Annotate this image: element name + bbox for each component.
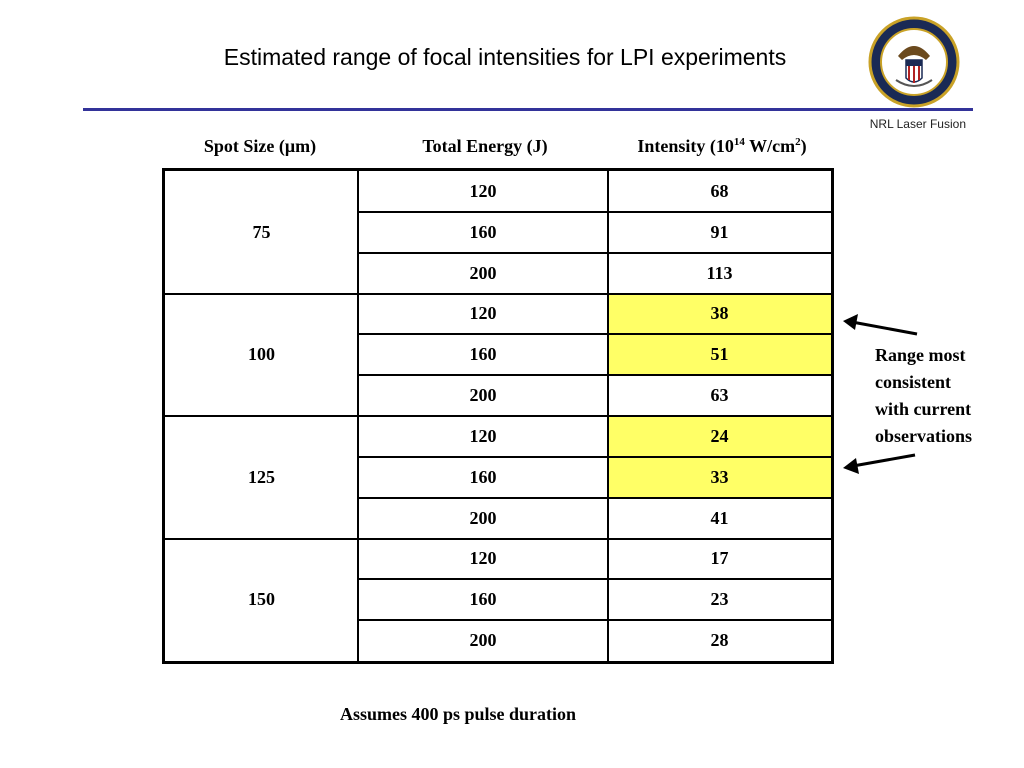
group-divider: [165, 415, 831, 417]
group-divider: [165, 292, 831, 295]
row-divider: [358, 496, 831, 499]
spot-size-cell: 75: [252, 221, 271, 242]
row-divider: [358, 578, 831, 581]
footer-note: Assumes 400 ps pulse duration: [340, 704, 577, 724]
arrow-lower-head: [843, 458, 859, 474]
annotation-note: Range most consistent with current obser…: [875, 342, 1015, 450]
intensity-cell: 23: [710, 589, 729, 610]
intensity-table: 75 120 68 160 91 200 113 100 120 38 160 51 200 63 125 1…: [162, 168, 834, 664]
row-divider: [358, 619, 831, 622]
page-title: Estimated range of focal intensities for…: [223, 44, 787, 70]
energy-cell: 120: [469, 548, 497, 569]
intensity-cell-highlighted: 33: [608, 456, 831, 498]
energy-cell: 120: [469, 303, 497, 324]
header-intensity-exponent: 14: [733, 136, 745, 148]
energy-cell: 160: [469, 589, 497, 610]
intensity-cell: 63: [710, 385, 729, 406]
naval-research-laboratory-seal-icon: [868, 16, 960, 108]
arrow-upper: [851, 320, 918, 336]
intensity-cell: 91: [710, 221, 729, 242]
intensity-cell-highlighted: 51: [608, 334, 831, 376]
energy-cell: 200: [469, 507, 497, 528]
header-intensity-suffix: ): [800, 136, 807, 156]
intensity-cell-highlighted: 24: [608, 416, 831, 457]
energy-cell: 120: [469, 425, 497, 446]
energy-cell: 160: [469, 466, 497, 487]
annotation-line: observations: [875, 426, 973, 446]
annotation-line: with current: [875, 399, 972, 419]
header-intensity-unit-exponent: 2: [795, 136, 801, 148]
row-divider: [358, 374, 831, 377]
intensity-cell: 28: [710, 630, 729, 651]
group-divider: [165, 537, 831, 540]
spot-size-cell: 125: [248, 466, 275, 487]
header-intensity-unit: W/cm: [744, 136, 796, 156]
header-spot-size: Spot Size (μm): [203, 136, 317, 156]
energy-cell: 200: [469, 385, 497, 406]
arrow-lower: [852, 453, 916, 468]
spot-column-divider: [357, 171, 359, 661]
intensity-cell: 68: [710, 180, 729, 201]
spot-size-cell: 150: [248, 589, 275, 610]
intensity-cell: 41: [710, 507, 729, 528]
intensity-cell-highlighted: 38: [608, 293, 831, 335]
arrow-upper-head: [843, 314, 858, 330]
energy-cell: 200: [469, 630, 497, 651]
energy-cell: 160: [469, 221, 497, 242]
spot-size-cell: 100: [248, 344, 275, 365]
annotation-line: consistent: [875, 372, 951, 392]
annotation-line: Range most: [875, 345, 966, 365]
title-divider: [83, 108, 973, 111]
header-total-energy: Total Energy (J): [422, 136, 548, 156]
energy-column-divider: [607, 171, 609, 661]
header-intensity-prefix: Intensity (10: [637, 136, 734, 156]
intensity-cell: 113: [706, 262, 733, 283]
intensity-cell: 17: [710, 548, 729, 569]
brand-label: NRL Laser Fusion: [869, 117, 966, 131]
header-intensity: Intensity (1014 W/cm2): [610, 136, 834, 157]
row-divider: [358, 210, 831, 213]
row-divider: [358, 455, 831, 458]
energy-cell: 200: [469, 262, 497, 283]
row-divider: [358, 333, 831, 336]
row-divider: [358, 251, 831, 254]
energy-cell: 160: [469, 344, 497, 365]
energy-cell: 120: [469, 180, 497, 201]
